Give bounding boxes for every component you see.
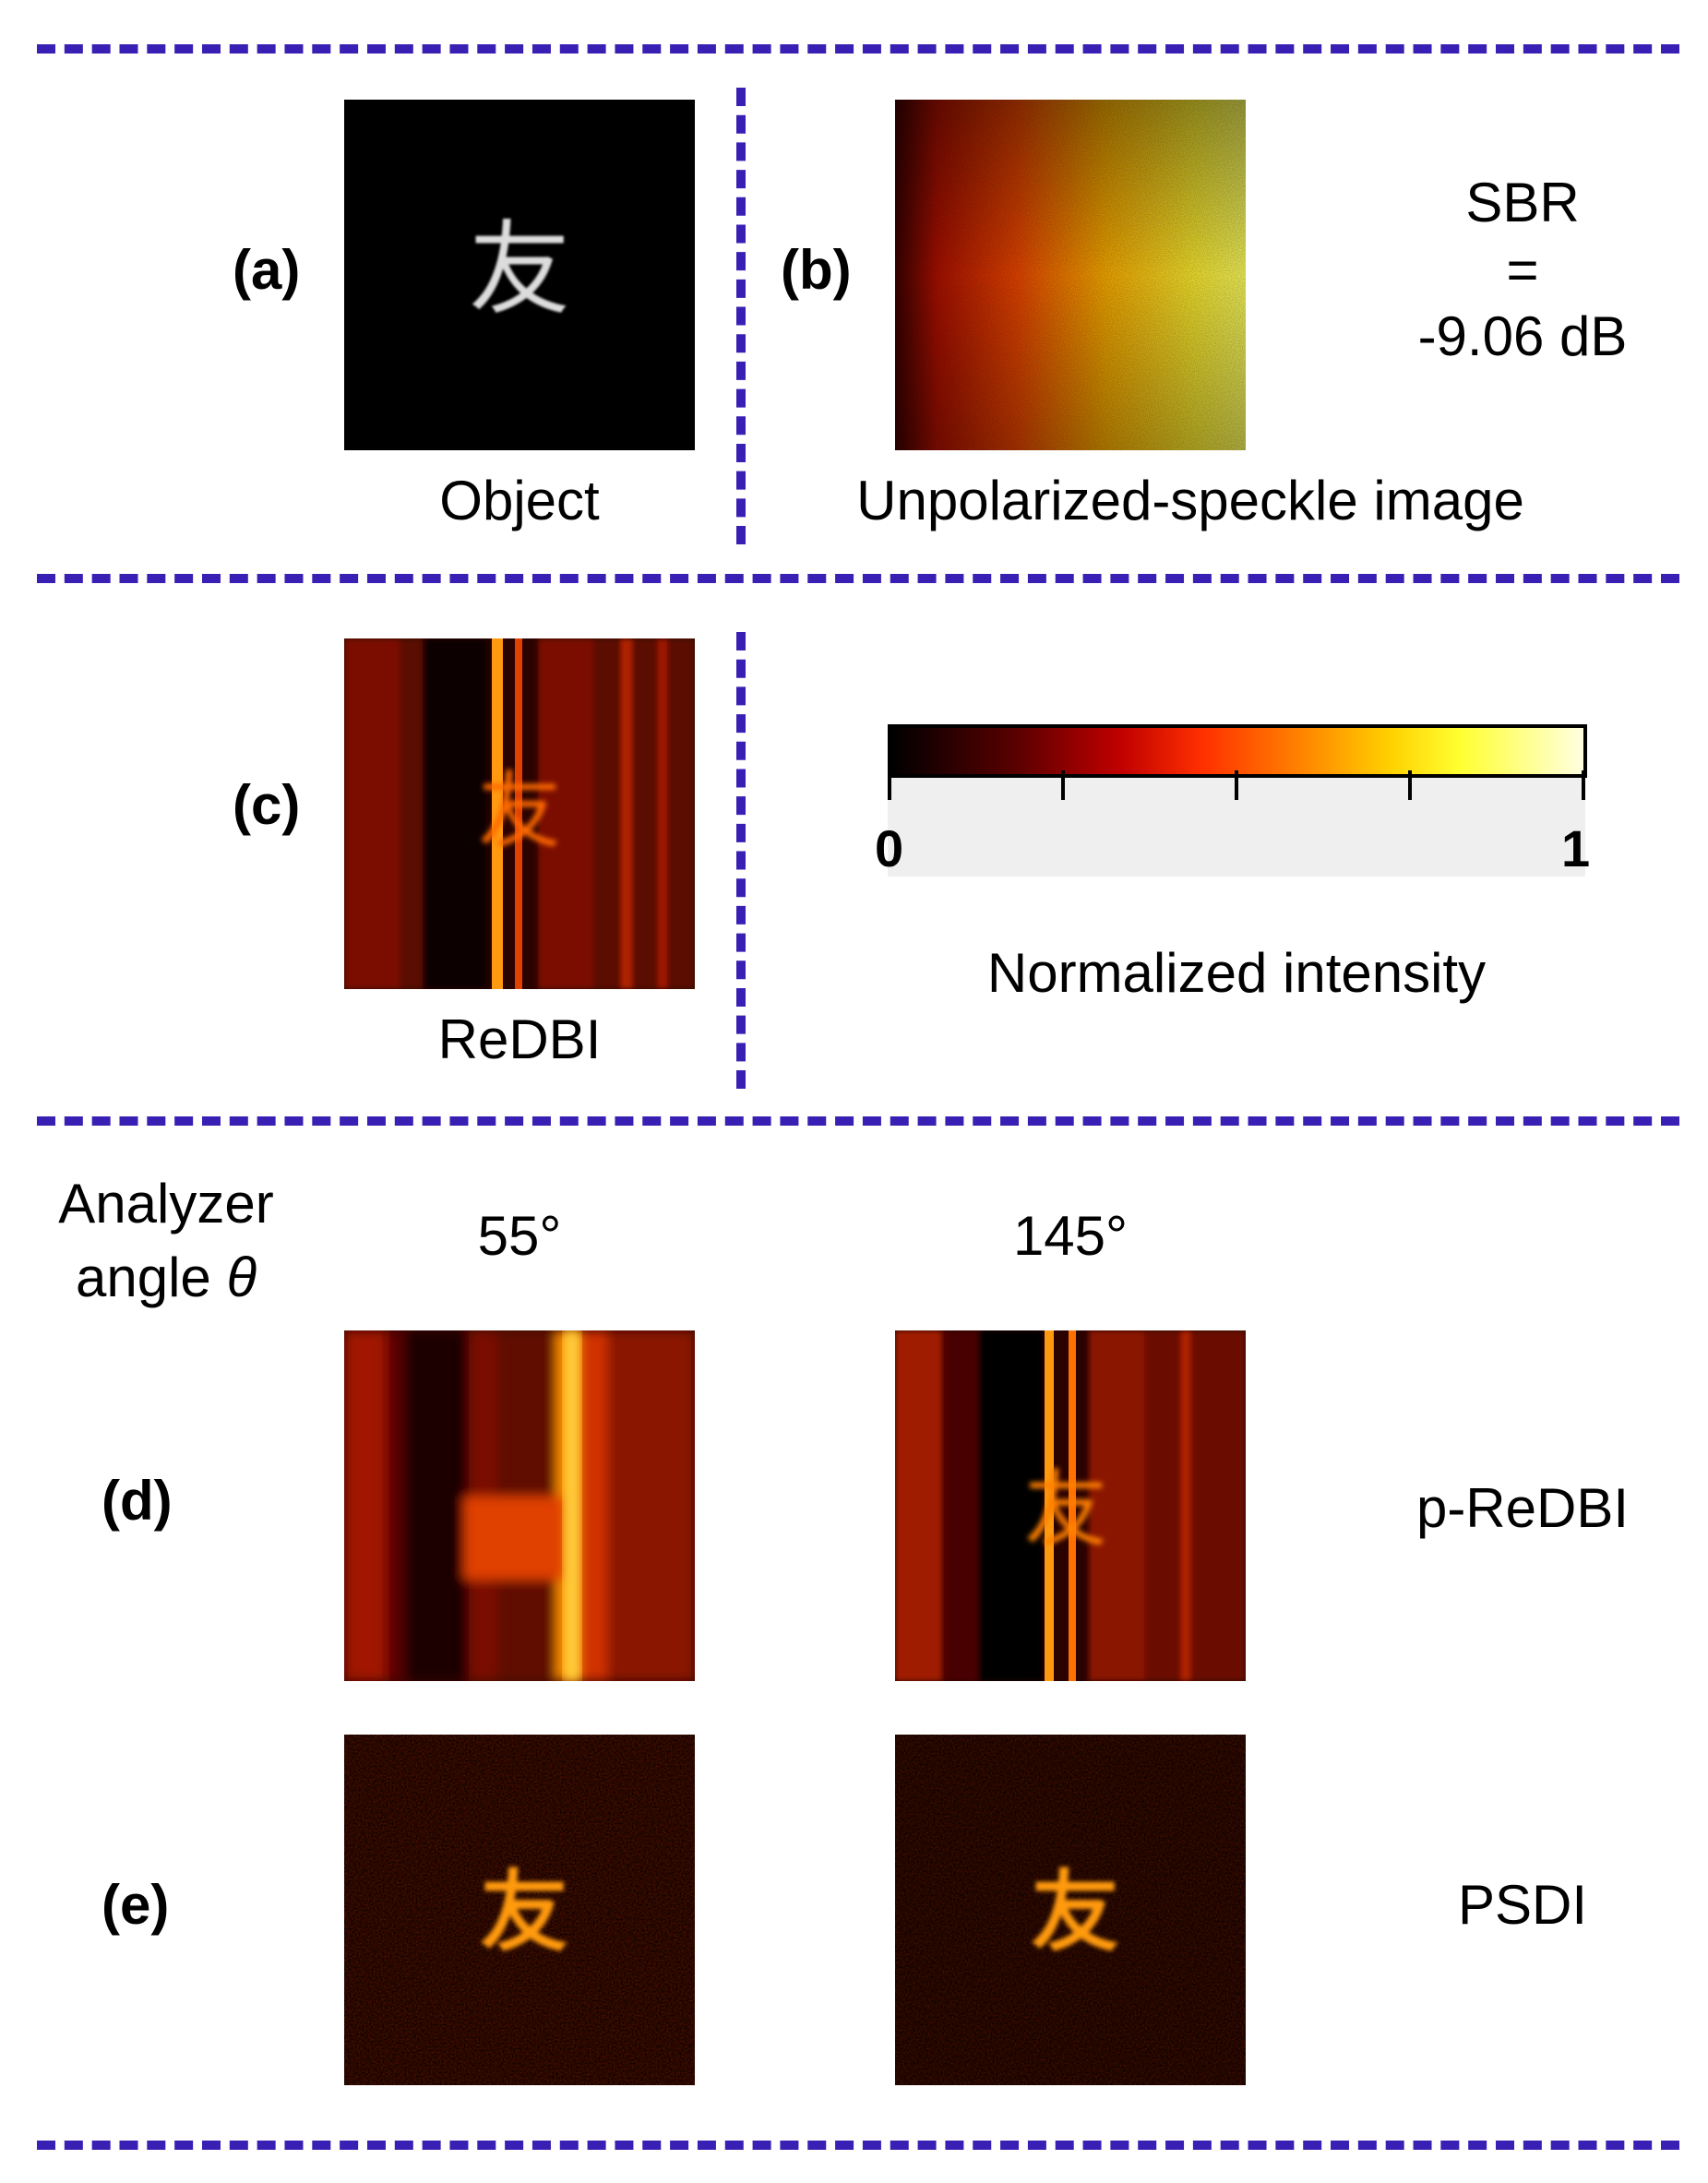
divider-row1 — [37, 574, 1679, 583]
panel-label-a: (a) — [233, 239, 301, 301]
pre-dbi-image-55 — [344, 1330, 695, 1681]
panel-label-e: (e) — [102, 1874, 170, 1936]
psdi-glyph-55: 友 — [480, 1862, 567, 1963]
divider-vertical-1 — [736, 88, 746, 544]
analyzer-title-line2: angle θ — [37, 1246, 295, 1309]
panel-label-c: (c) — [233, 774, 301, 836]
analyzer-theta-symbol: θ — [226, 1247, 257, 1308]
angle-label-145: 145° — [1012, 1205, 1129, 1267]
pre-dbi-image-145: 友 — [895, 1330, 1246, 1681]
sbr-value: -9.06 dB — [1417, 305, 1628, 367]
analyzer-title-prefix: angle — [75, 1247, 227, 1308]
redbi-image: 友 — [344, 638, 695, 989]
row-title-pre-dbi: p-ReDBI — [1415, 1477, 1630, 1539]
speckle-image — [895, 100, 1246, 450]
colorbar-title: Normalized intensity — [986, 942, 1487, 1004]
panel-label-b: (b) — [781, 239, 852, 301]
caption-object: Object — [439, 470, 600, 531]
panel-label-d: (d) — [102, 1470, 173, 1532]
psdi-image-145: 友 — [895, 1735, 1246, 2085]
object-image: 友 — [344, 100, 695, 450]
row-title-psdi: PSDI — [1457, 1874, 1588, 1936]
colorbar-max-label: 1 — [1561, 819, 1591, 877]
divider-vertical-2 — [736, 632, 746, 1089]
divider-top — [37, 44, 1679, 54]
angle-label-55: 55° — [477, 1205, 562, 1267]
caption-speckle: Unpolarized-speckle image — [856, 470, 1524, 531]
divider-row2 — [37, 1116, 1679, 1126]
redbi-glyph: 友 — [478, 763, 561, 860]
sbr-equals: = — [1506, 239, 1539, 301]
sbr-label: SBR — [1465, 172, 1580, 233]
psdi-image-55: 友 — [344, 1735, 695, 2085]
divider-bottom — [37, 2141, 1679, 2150]
colorbar-ticks — [888, 770, 1585, 800]
colorbar-min-label: 0 — [875, 819, 904, 877]
object-glyph: 友 — [469, 210, 570, 328]
analyzer-title-line1: Analyzer — [58, 1173, 274, 1235]
psdi-glyph-145: 友 — [1031, 1862, 1118, 1963]
caption-redbi: ReDBI — [437, 1008, 602, 1070]
pre-dbi-glyph-145: 友 — [1024, 1461, 1107, 1558]
